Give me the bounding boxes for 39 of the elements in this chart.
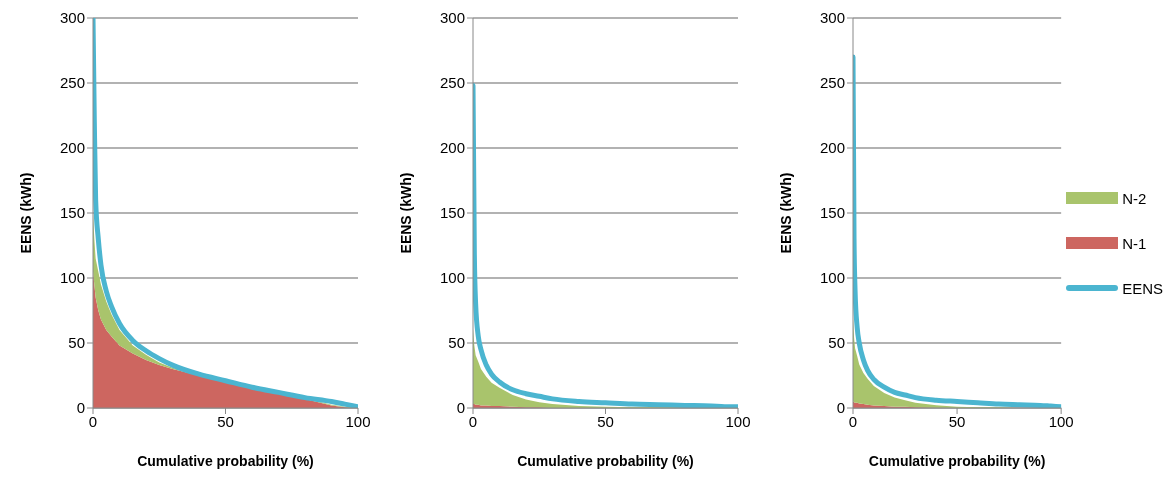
y-tick-label: 0	[836, 399, 845, 417]
y-tick-label: 100	[819, 269, 845, 287]
x-tick-label: 0	[88, 412, 98, 430]
x-tick-label: 50	[217, 412, 234, 430]
y-tick-label: 0	[76, 399, 85, 417]
y-tick-label: 250	[819, 74, 845, 92]
x-axis-title: Cumulative probability (%)	[868, 453, 1046, 469]
y-tick-label: 100	[439, 269, 465, 287]
y-tick-label: 300	[819, 9, 845, 27]
y-tick-label: 250	[59, 74, 85, 92]
y-tick-label: 50	[68, 334, 85, 352]
y-tick-label: 200	[819, 139, 845, 157]
x-axis-title: Cumulative probability (%)	[517, 453, 694, 469]
y-axis-title: EENS (kWh)	[777, 172, 794, 254]
y-tick-label: 100	[59, 269, 85, 287]
legend-label: N-1	[1122, 234, 1147, 252]
x-axis-title: Cumulative probability (%)	[137, 453, 314, 469]
y-tick-label: 150	[439, 204, 465, 222]
legend-label: EENS	[1122, 279, 1163, 297]
y-axis-title: EENS (kWh)	[397, 172, 414, 254]
y-tick-label: 0	[456, 399, 465, 417]
x-tick-label: 0	[468, 412, 478, 430]
x-tick-label: 100	[1048, 412, 1074, 430]
x-tick-label: 100	[725, 412, 751, 430]
x-tick-label: 0	[848, 412, 858, 430]
y-tick-label: 250	[439, 74, 465, 92]
y-tick-label: 150	[59, 204, 85, 222]
y-tick-label: 50	[448, 334, 465, 352]
legend-label: N-2	[1122, 189, 1147, 207]
x-tick-label: 50	[948, 412, 966, 430]
y-tick-label: 300	[59, 9, 85, 27]
y-axis-title: EENS (kWh)	[17, 172, 34, 254]
y-tick-label: 150	[819, 204, 845, 222]
x-tick-label: 50	[597, 412, 614, 430]
x-tick-label: 100	[345, 412, 371, 430]
y-tick-label: 200	[59, 139, 85, 157]
y-tick-label: 200	[439, 139, 465, 157]
y-tick-label: 300	[439, 9, 465, 27]
y-tick-label: 50	[828, 334, 845, 352]
